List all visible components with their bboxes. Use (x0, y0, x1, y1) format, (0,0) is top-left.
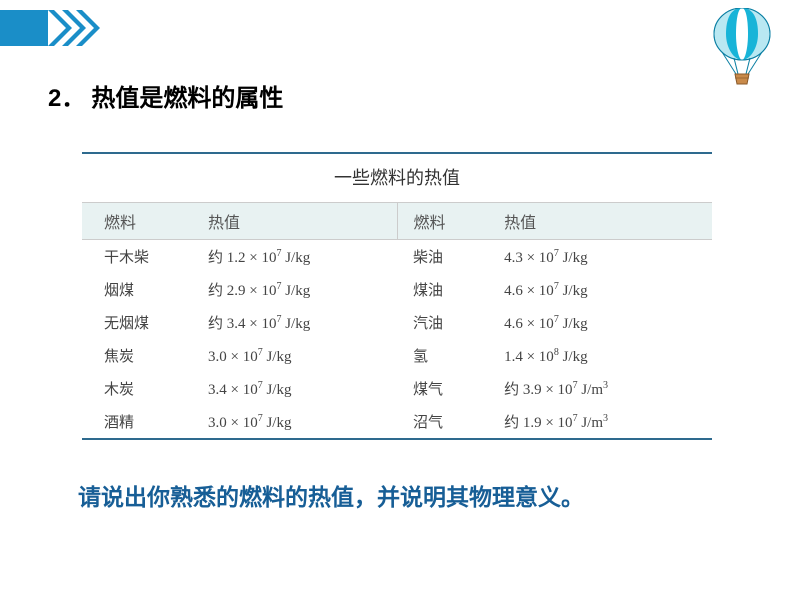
table-header-row: 燃料 热值 燃料 热值 (82, 203, 712, 240)
question-prompt: 请说出你熟悉的燃料的热值，并说明其物理意义。 (78, 478, 584, 512)
cell-fuel: 煤气 (397, 372, 504, 405)
cell-fuel: 沼气 (397, 405, 504, 439)
cell-value: 4.6 × 107 J/kg (504, 273, 712, 306)
table: 燃料 热值 燃料 热值 干木柴约 1.2 × 107 J/kg柴油4.3 × 1… (82, 202, 712, 440)
table-row: 焦炭3.0 × 107 J/kg氢1.4 × 108 J/kg (82, 339, 712, 372)
cell-fuel: 木炭 (82, 372, 208, 405)
heading-text: 热值是燃料的属性 (91, 85, 283, 112)
chevron-decoration-icon (0, 10, 120, 51)
cell-value: 4.3 × 107 J/kg (504, 240, 712, 274)
balloon-icon (710, 8, 774, 103)
cell-value: 1.4 × 108 J/kg (504, 339, 712, 372)
table-title: 一些燃料的热值 (82, 152, 712, 202)
cell-fuel: 煤油 (397, 273, 504, 306)
cell-value: 约 2.9 × 107 J/kg (208, 273, 397, 306)
table-row: 木炭3.4 × 107 J/kg煤气约 3.9 × 107 J/m3 (82, 372, 712, 405)
table-row: 干木柴约 1.2 × 107 J/kg柴油4.3 × 107 J/kg (82, 240, 712, 274)
fuel-heat-value-table: 一些燃料的热值 燃料 热值 燃料 热值 干木柴约 1.2 × 107 J/kg柴… (82, 152, 712, 440)
cell-value: 3.4 × 107 J/kg (208, 372, 397, 405)
cell-fuel: 焦炭 (82, 339, 208, 372)
col-fuel-2: 燃料 (397, 203, 504, 240)
table-row: 无烟煤约 3.4 × 107 J/kg汽油4.6 × 107 J/kg (82, 306, 712, 339)
cell-fuel: 酒精 (82, 405, 208, 439)
cell-value: 约 3.9 × 107 J/m3 (504, 372, 712, 405)
cell-fuel: 汽油 (397, 306, 504, 339)
cell-fuel: 干木柴 (82, 240, 208, 274)
col-value-1: 热值 (208, 203, 397, 240)
cell-value: 约 1.9 × 107 J/m3 (504, 405, 712, 439)
col-value-2: 热值 (504, 203, 712, 240)
cell-value: 约 3.4 × 107 J/kg (208, 306, 397, 339)
cell-fuel: 无烟煤 (82, 306, 208, 339)
section-heading: 2．热值是燃料的属性 (48, 78, 283, 113)
col-fuel-1: 燃料 (82, 203, 208, 240)
table-row: 烟煤约 2.9 × 107 J/kg煤油4.6 × 107 J/kg (82, 273, 712, 306)
cell-value: 4.6 × 107 J/kg (504, 306, 712, 339)
cell-value: 约 1.2 × 107 J/kg (208, 240, 397, 274)
cell-fuel: 烟煤 (82, 273, 208, 306)
cell-fuel: 氢 (397, 339, 504, 372)
table-row: 酒精3.0 × 107 J/kg沼气约 1.9 × 107 J/m3 (82, 405, 712, 439)
cell-fuel: 柴油 (397, 240, 504, 274)
heading-number: 2． (48, 85, 85, 112)
cell-value: 3.0 × 107 J/kg (208, 405, 397, 439)
cell-value: 3.0 × 107 J/kg (208, 339, 397, 372)
